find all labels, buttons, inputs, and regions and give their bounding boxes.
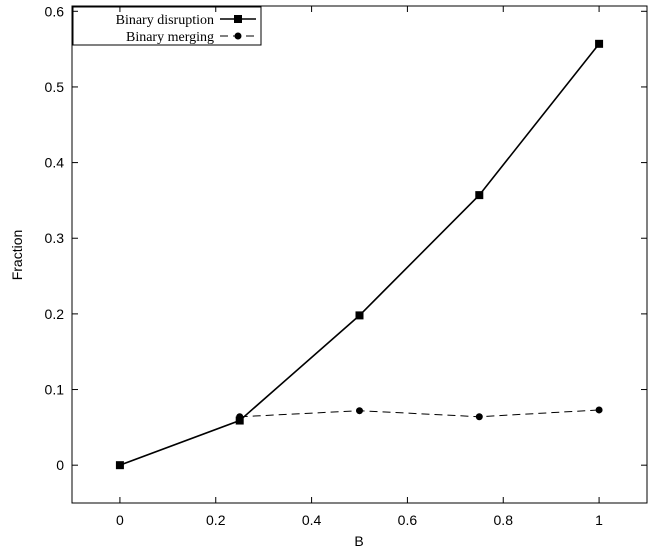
legend-label: Binary merging	[126, 30, 214, 45]
x-tick-label: 0.2	[206, 512, 226, 528]
legend-box	[72, 6, 262, 46]
x-tick-label: 0.8	[494, 512, 514, 528]
y-tick-label: 0.2	[45, 306, 65, 322]
x-tick-label: 0.6	[398, 512, 418, 528]
data-point	[356, 407, 363, 415]
data-point	[355, 311, 364, 320]
data-point	[595, 39, 604, 48]
legend-label: Binary disruption	[116, 13, 214, 28]
legend-marker	[234, 32, 242, 40]
data-point	[235, 416, 244, 425]
data-point	[595, 406, 603, 414]
series-line	[239, 409, 600, 418]
series-line	[119, 43, 600, 466]
x-axis-label: B	[354, 533, 363, 549]
y-axis-label: Fraction	[9, 230, 25, 281]
y-tick-label: 0.6	[45, 3, 65, 19]
y-tick-label: 0.3	[45, 230, 65, 246]
x-tick-label: 0.4	[302, 512, 322, 528]
legend-marker	[234, 15, 242, 23]
data-point	[475, 413, 483, 421]
y-tick-label: 0.5	[45, 79, 65, 95]
y-tick-label: 0.1	[45, 382, 65, 398]
data-point	[236, 413, 244, 421]
data-point	[115, 461, 124, 470]
x-tick-label: 1	[595, 512, 603, 528]
y-tick-label: 0	[56, 457, 64, 473]
x-tick-label: 0	[116, 512, 124, 528]
y-tick-label: 0.4	[45, 155, 65, 171]
plot-frame	[71, 5, 648, 504]
data-point	[475, 191, 484, 200]
